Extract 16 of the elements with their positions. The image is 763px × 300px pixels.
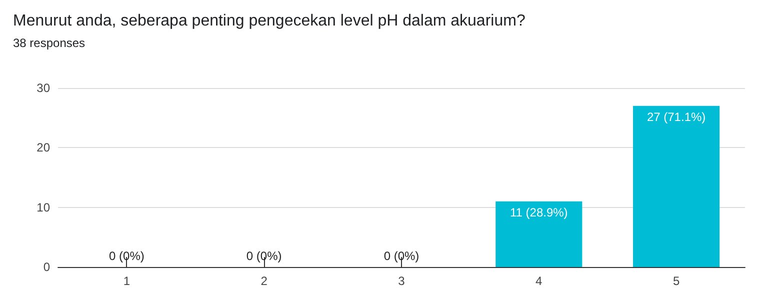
data-label: 0 (0%)	[384, 249, 420, 263]
y-tick-label: 10	[36, 200, 50, 214]
x-tick-label: 2	[260, 274, 268, 288]
y-tick-label: 20	[36, 140, 50, 155]
x-tick-label: 4	[536, 274, 543, 288]
chart-title: Menurut anda, seberapa penting pengecekan level pH dalam akuarium?	[13, 12, 526, 30]
data-label: 27 (71.1%)	[646, 110, 706, 124]
x-tick-label: 1	[123, 274, 130, 288]
x-tick-label: 5	[672, 274, 680, 288]
chart-subtitle: 38 responses	[13, 36, 86, 50]
data-label: 0 (0%)	[109, 249, 144, 263]
data-label: 11 (28.9%)	[510, 205, 568, 220]
y-tick-label: 30	[36, 81, 50, 95]
y-tick-label: 0	[43, 260, 50, 274]
data-label: 0 (0%)	[246, 249, 282, 263]
x-tick-label: 3	[398, 274, 406, 288]
